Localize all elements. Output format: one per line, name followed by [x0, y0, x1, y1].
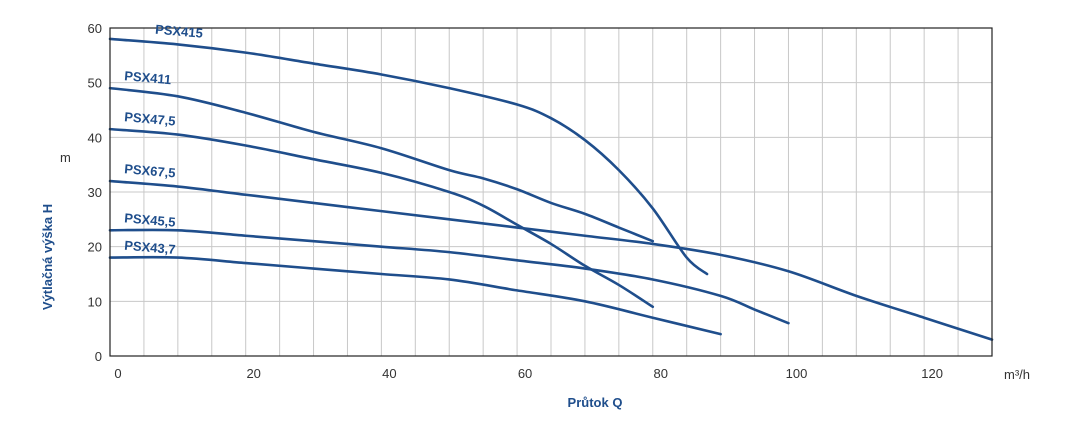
x-tick-label: 20 [246, 366, 260, 381]
y-tick-label: 40 [88, 130, 102, 145]
x-tick-labels: 0 20 40 60 80 100 120 [114, 366, 943, 381]
series-line [108, 127, 655, 309]
series-labels: PSX415 PSX411 PSX47,5 PSX67,5 PSX45,5 PSX43,7 [124, 22, 204, 257]
x-tick-label: 80 [654, 366, 668, 381]
series-label: PSX415 [155, 22, 204, 41]
y-axis-title: Výtlačná výška H [40, 204, 55, 310]
x-tick-label: 60 [518, 366, 532, 381]
axis-frame [109, 27, 993, 357]
x-tick-label: 0 [114, 366, 121, 381]
series-label: PSX47,5 [124, 109, 176, 128]
series-line [108, 255, 722, 336]
series-line [108, 228, 790, 325]
series-label: PSX67,5 [124, 161, 176, 180]
series-label: PSX411 [124, 68, 172, 87]
x-tick-label: 40 [382, 366, 396, 381]
series-line [108, 179, 994, 341]
y-tick-label: 30 [88, 185, 102, 200]
series-label: PSX43,7 [124, 238, 176, 257]
grid [109, 27, 993, 357]
y-tick-label: 10 [88, 294, 102, 309]
x-tick-label: 120 [921, 366, 943, 381]
series-label: PSX45,5 [124, 210, 176, 229]
y-tick-label: 20 [88, 240, 102, 255]
y-tick-label: 50 [88, 76, 102, 91]
y-axis-unit: m [60, 150, 71, 165]
x-tick-label: 100 [786, 366, 808, 381]
y-tick-label: 0 [95, 349, 102, 364]
x-axis-title: Průtok Q [568, 395, 623, 410]
series-line [108, 86, 655, 243]
y-tick-label: 60 [88, 21, 102, 36]
plot-frame [109, 27, 993, 357]
x-axis-unit: m³/h [1004, 367, 1030, 382]
series-lines [108, 37, 994, 341]
series-line [108, 37, 709, 276]
y-tick-labels: 0 10 20 30 40 50 60 [88, 21, 102, 364]
